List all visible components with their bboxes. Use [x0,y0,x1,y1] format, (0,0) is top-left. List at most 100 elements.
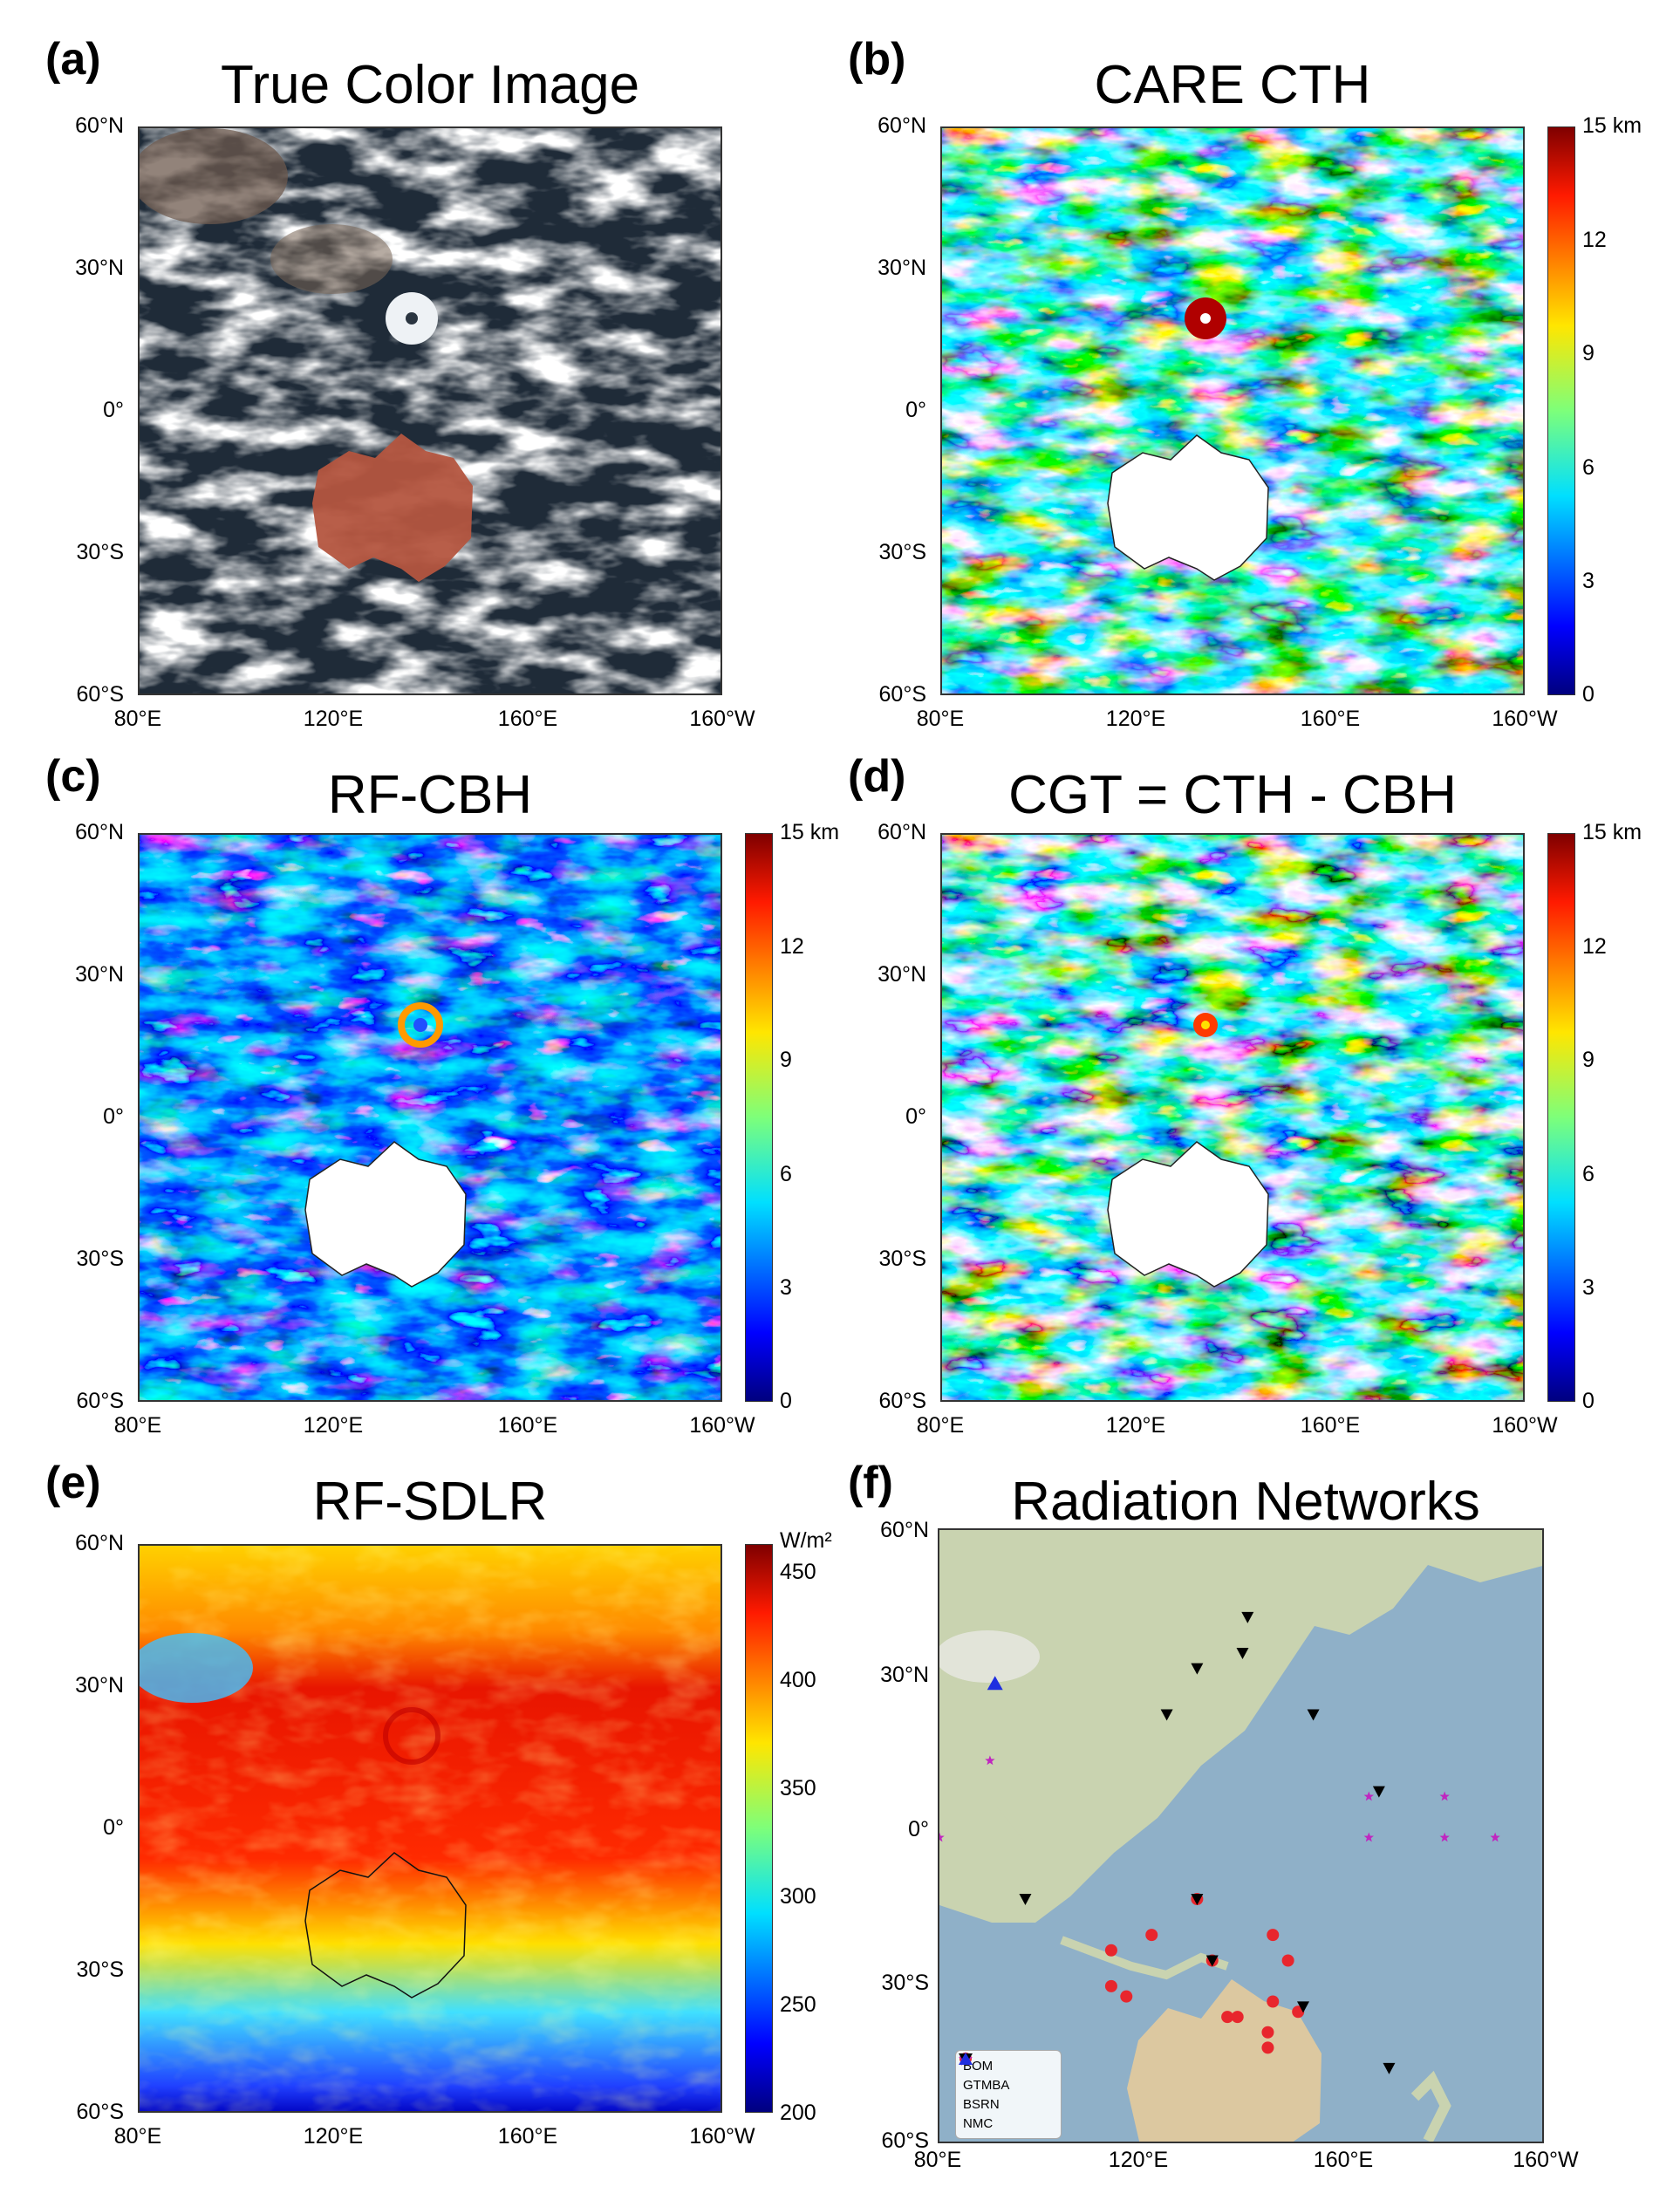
lat-label: 60°S [76,2100,124,2124]
bsrn-station-marker [1297,2001,1309,2013]
colorbar-tick: 6 [1582,1162,1595,1186]
colorbar-tick: 6 [780,1162,792,1186]
lon-label: 120°E [303,2124,364,2149]
bsrn-station-marker [1191,1663,1204,1675]
bom-station-marker [1104,1944,1117,1957]
bom-station-marker [1267,1929,1280,1942]
colorbar-tick: 9 [1582,1048,1595,1072]
lon-label: 120°E [1105,1413,1166,1438]
bom-station-marker [1145,1929,1158,1942]
lon-label: 160°E [497,707,558,731]
sdlr-colorbar [745,1544,773,2113]
sdlr-map [138,1544,722,2113]
panel-a-title: True Color Image [220,55,640,115]
height-colorbar [745,833,773,1402]
lon-label: 160°E [497,1413,558,1438]
panel-b-label: (b) [848,34,906,85]
lat-label: 30°N [878,256,926,280]
lat-label: 30°S [881,1971,929,1995]
bom-station-marker [1267,1995,1280,2008]
lat-label: 60°N [75,1531,124,1555]
lat-label: 30°S [76,1247,124,1271]
gtmba-station-marker [1363,1791,1374,1801]
lat-label: 0° [103,1104,124,1129]
bsrn-station-marker [1160,1709,1173,1721]
lon-label: 160°W [1492,1413,1558,1438]
lat-label: 60°N [75,113,124,138]
bom-station-marker [1104,1979,1117,1992]
lat-label: 30°S [878,1247,926,1271]
panel-d-label: (d) [848,751,906,802]
panel-e-title: RF-SDLR [312,1472,548,1532]
lat-label: 30°N [880,1663,929,1687]
lon-label: 120°E [303,707,364,731]
height-colorbar [1547,833,1575,1402]
lat-label: 60°S [878,1389,926,1413]
bsrn-station-marker [1372,1786,1385,1798]
bom-station-marker [1120,1990,1133,2003]
colorbar-tick: 9 [1582,341,1595,366]
colorbar-tick: 400 [780,1668,816,1692]
colorbar-unit: W/m² [780,1528,832,1553]
lon-label: 120°E [1108,2148,1169,2172]
lat-label: 60°S [76,682,124,707]
panel-b-title: CARE CTH [1094,55,1371,115]
lat-label: 0° [905,398,926,422]
legend-item-bsrn: BSRN [959,2053,1054,2114]
panel-d-title: CGT = CTH - CBH [1008,765,1457,825]
bsrn-station-marker [1191,1894,1204,1905]
lat-label: 30°N [75,962,124,987]
colorbar-tick: 6 [1582,455,1595,480]
colorbar-tick: 200 [780,2101,816,2125]
lat-label: 60°N [880,1518,929,1542]
lon-label: 120°E [1105,707,1166,731]
lat-label: 0° [908,1817,929,1841]
colorbar-tick: 300 [780,1884,816,1909]
colorbar-tick: 450 [780,1560,816,1584]
legend-item-bom: BOM [960,2053,1054,2075]
lon-label: 120°E [303,1413,364,1438]
lon-label: 160°W [1492,707,1558,731]
panel-c-label: (c) [45,751,101,802]
lon-label: 160°E [497,2124,558,2149]
lon-label: 80°E [113,2124,162,2149]
panel-f-title: Radiation Networks [1011,1472,1480,1532]
nmc-station-marker [987,1676,1003,1691]
legend: BOM GTMBA BSRN NMC [955,2050,1062,2139]
lat-label: 0° [103,1815,124,1840]
lat-label: 0° [103,398,124,422]
lon-label: 80°E [913,2148,962,2172]
lat-label: 30°S [878,540,926,564]
gtmba-station-marker [1439,1832,1450,1842]
colorbar-tick: 12 [780,934,804,959]
triangle-up-icon [959,2053,973,2065]
colorbar-tick: 0 [1582,682,1595,707]
cth-map [940,126,1525,695]
colorbar-tick: 3 [1582,1275,1595,1300]
bsrn-station-marker [1241,1611,1254,1623]
colorbar-tick: 12 [1582,934,1607,959]
colorbar-tick: 9 [780,1048,792,1072]
bom-station-marker [1221,2011,1234,2024]
lat-label: 60°N [878,113,926,138]
colorbar-tick: 3 [780,1275,792,1300]
lon-label: 80°E [916,1413,965,1438]
lat-label: 30°N [878,962,926,987]
legend-label: GTMBA [963,2077,1010,2093]
colorbar-unit: 15 km [1582,820,1642,844]
colorbar-tick: 0 [780,1389,792,1413]
colorbar-tick: 3 [1582,569,1595,593]
lat-label: 60°N [75,820,124,844]
lat-label: 60°S [878,682,926,707]
height-colorbar [1547,126,1575,695]
bom-station-marker [1261,2041,1274,2054]
bsrn-station-marker [1019,1894,1032,1905]
panel-e-label: (e) [45,1458,101,1508]
colorbar-tick: 350 [780,1776,816,1800]
lon-label: 160°W [689,1413,755,1438]
colorbar-unit: 15 km [1582,113,1642,138]
panel-f-label: (f) [848,1458,893,1508]
lat-label: 0° [905,1104,926,1129]
bom-station-marker [1231,2011,1244,2024]
panel-a-label: (a) [45,34,101,85]
